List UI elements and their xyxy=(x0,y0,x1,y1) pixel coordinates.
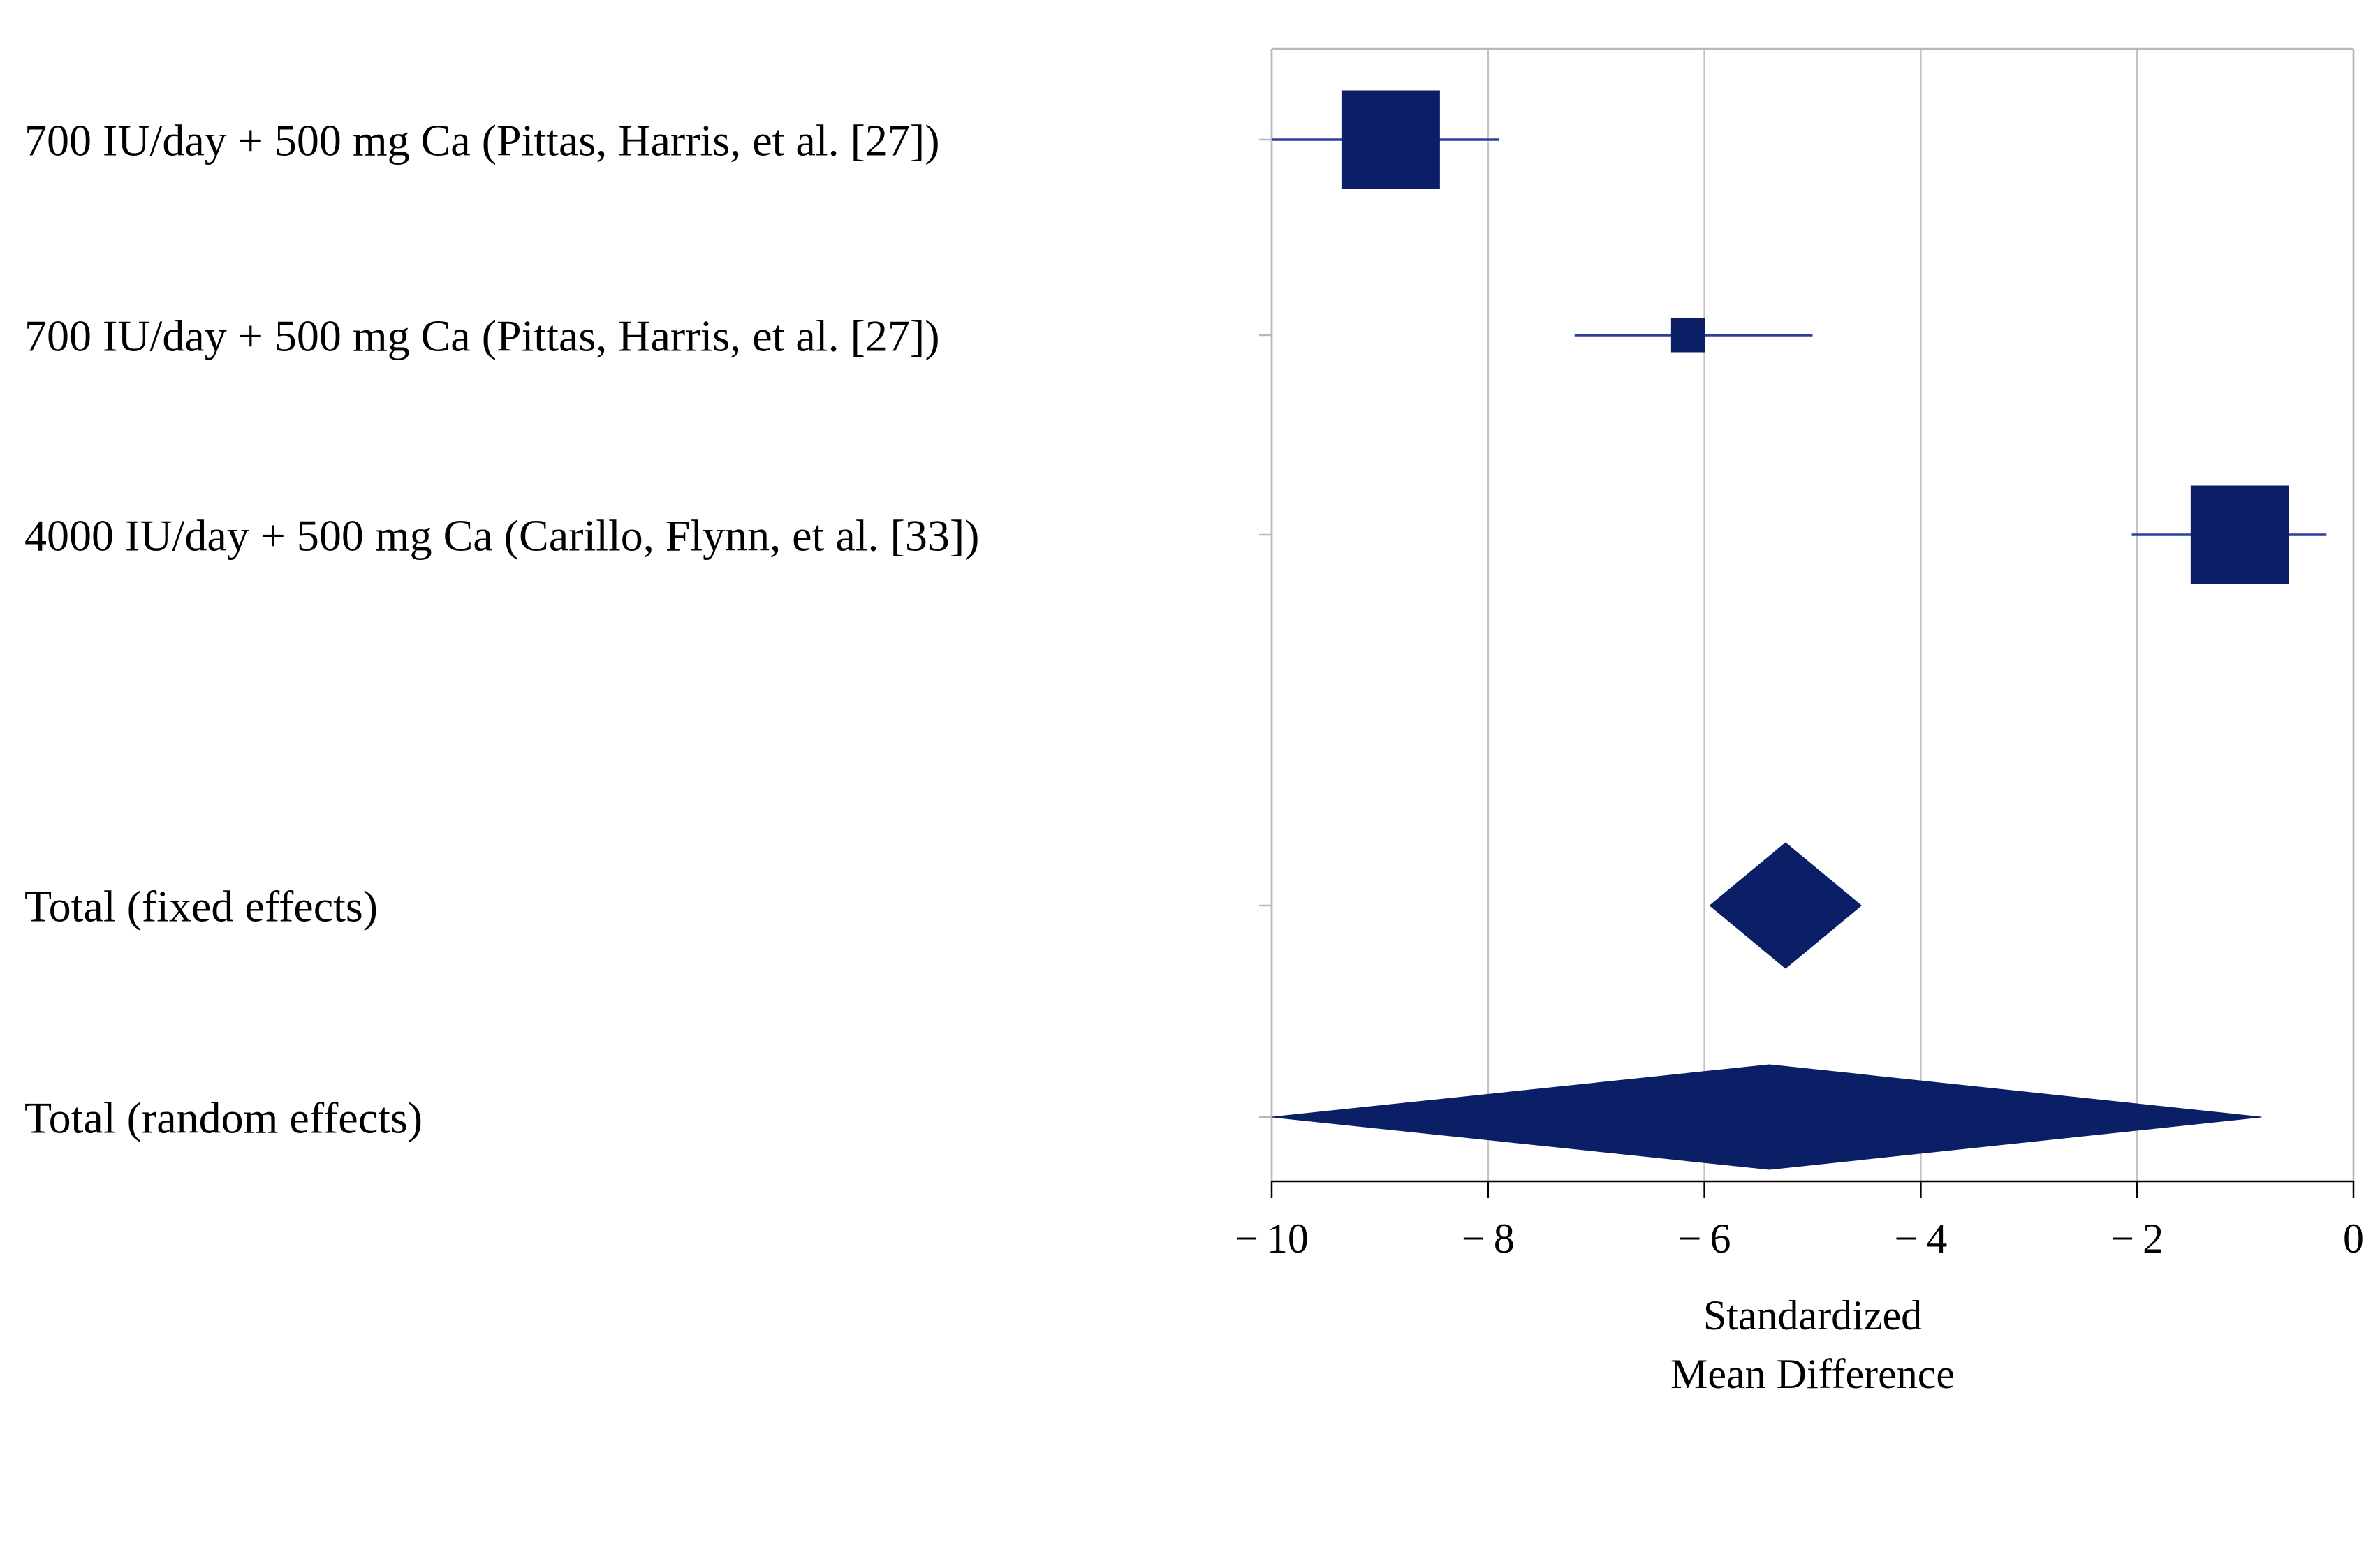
summary-label: Total (random effects) xyxy=(24,1093,423,1142)
x-axis-title-line1: Standardized xyxy=(1703,1292,1922,1338)
x-axis-tick-label: − 4 xyxy=(1894,1216,1947,1262)
forest-plot: 700 IU/day + 500 mg Ca (Pittas, Harris, … xyxy=(0,0,2380,1566)
study-label: 700 IU/day + 500 mg Ca (Pittas, Harris, … xyxy=(24,115,940,165)
summary-label: Total (fixed effects) xyxy=(24,881,378,931)
x-axis-tick-label: − 10 xyxy=(1235,1216,1309,1262)
x-axis-tick-label: − 8 xyxy=(1462,1216,1515,1262)
x-axis-title-line2: Mean Difference xyxy=(1670,1351,1955,1397)
x-axis-tick-label: − 6 xyxy=(1678,1216,1731,1262)
plot-background xyxy=(0,0,2380,1566)
x-axis-tick-label: − 2 xyxy=(2110,1216,2164,1262)
study-point-marker xyxy=(1671,318,1705,352)
study-label: 4000 IU/day + 500 mg Ca (Carillo, Flynn,… xyxy=(24,510,979,560)
x-axis-tick-label: 0 xyxy=(2343,1216,2364,1262)
study-label: 700 IU/day + 500 mg Ca (Pittas, Harris, … xyxy=(24,311,940,360)
study-point-marker xyxy=(1342,91,1439,189)
study-point-marker xyxy=(2191,486,2289,584)
